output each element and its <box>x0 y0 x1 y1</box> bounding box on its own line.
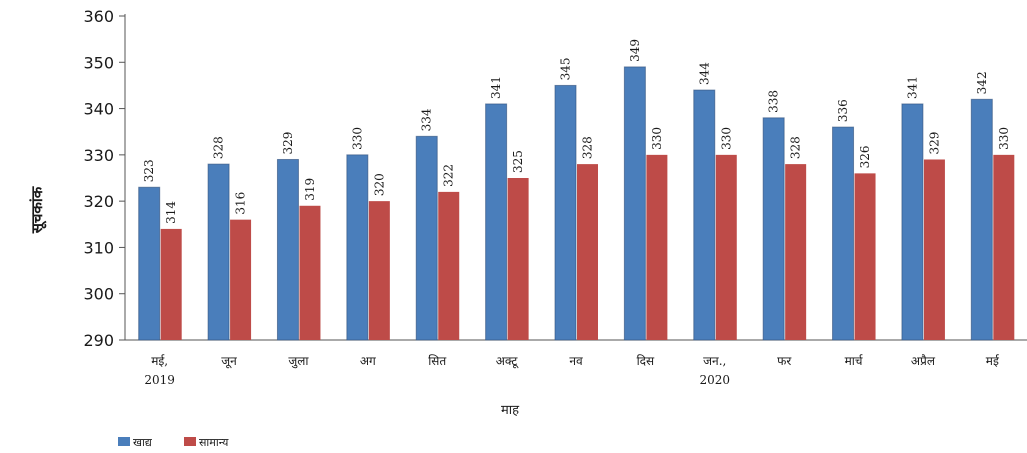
bar-value-label: 341 <box>489 76 503 99</box>
bar-general <box>438 191 460 340</box>
y-tick-label: 310 <box>83 238 114 257</box>
bar-value-label: 330 <box>350 127 364 150</box>
bar-food <box>207 163 230 341</box>
bar-value-label: 325 <box>511 150 525 173</box>
x-tick-label: 2020 <box>699 373 730 387</box>
bar-food <box>276 158 299 341</box>
x-axis-label: माह <box>501 403 520 418</box>
bar-value-label: 326 <box>858 145 872 168</box>
legend-swatch-general <box>184 437 196 446</box>
y-tick-label: 360 <box>83 7 114 26</box>
bar-value-label: 314 <box>164 201 178 224</box>
bar-value-label: 349 <box>628 39 642 62</box>
x-tick-label: फर <box>777 354 792 368</box>
bars <box>138 66 1015 341</box>
bar-value-label: 330 <box>650 127 664 150</box>
bar-value-label: 322 <box>442 164 456 187</box>
x-tick-label: दिस <box>637 354 655 368</box>
x-tick-label: नव <box>569 354 583 368</box>
bar-value-label: 320 <box>372 173 386 196</box>
bar-value-label: 329 <box>927 132 941 155</box>
bar-value-label: 328 <box>581 136 595 159</box>
y-tick-label: 350 <box>83 53 114 72</box>
bar-food <box>623 66 646 341</box>
bar-value-label: 330 <box>997 127 1011 150</box>
bar-general <box>646 154 668 340</box>
x-tick-label: सित <box>428 354 447 368</box>
bar-general <box>715 154 737 340</box>
x-tick-label: मई <box>986 354 1000 368</box>
bar-value-label: 345 <box>559 58 573 81</box>
bar-general <box>854 173 876 340</box>
bar-value-label: 329 <box>281 132 295 155</box>
bar-food <box>970 98 993 341</box>
bar-food <box>346 154 369 341</box>
bar-food <box>693 89 716 341</box>
bar-value-label: 342 <box>975 71 989 94</box>
bar-value-label: 334 <box>420 108 434 131</box>
x-tick-label: अप्रैल <box>911 354 936 368</box>
bar-general <box>993 154 1015 340</box>
ticks: 290 300 310 320 330 340 350 360 मई, 2019 जून जुला अग… <box>83 7 999 387</box>
bar-food <box>832 126 855 341</box>
x-tick-label: जून <box>221 354 237 369</box>
legend-label-general: सामान्य <box>199 436 229 449</box>
bar-general <box>368 201 390 340</box>
bar-general <box>160 228 182 340</box>
legend-swatch-food <box>118 437 130 446</box>
x-tick-label: 2019 <box>144 373 175 387</box>
bar-value-label: 328 <box>212 136 226 159</box>
bar-food <box>485 103 508 341</box>
x-tick-label: जुला <box>288 354 309 369</box>
bar-food <box>415 135 438 341</box>
bar-value-label: 341 <box>905 76 919 99</box>
x-tick-label: जन., <box>703 354 726 368</box>
legend: खाद्य सामान्य <box>118 436 229 449</box>
y-tick-label: 290 <box>83 331 114 350</box>
bar-food <box>138 186 161 341</box>
legend-label-food: खाद्य <box>133 436 153 449</box>
bar-food <box>554 84 577 341</box>
bar-general <box>230 219 252 340</box>
x-tick-label: मई, <box>151 354 168 368</box>
bar-general <box>299 205 321 340</box>
bar-value-label: 338 <box>767 90 781 113</box>
bar-general <box>507 178 529 340</box>
x-tick-label: मार्च <box>845 354 864 368</box>
bar-value-label: 319 <box>303 178 317 201</box>
x-tick-label: अक्टू <box>496 354 519 369</box>
y-axis-label: सूचकांक <box>28 185 47 234</box>
bar-value-label: 316 <box>234 192 248 215</box>
y-tick-label: 300 <box>83 285 114 304</box>
bar-value-label: 344 <box>697 62 711 85</box>
bar-value-label: 330 <box>719 127 733 150</box>
bar-general <box>923 159 945 340</box>
bar-general <box>785 164 807 340</box>
bar-general <box>577 164 598 340</box>
bar-value-label: 328 <box>789 136 803 159</box>
bar-value-label: 323 <box>142 159 156 182</box>
x-tick-label: अग <box>360 354 376 368</box>
y-tick-label: 320 <box>83 192 114 211</box>
y-tick-label: 340 <box>83 100 114 119</box>
y-tick-label: 330 <box>83 146 114 165</box>
bar-food <box>901 103 924 341</box>
bar-value-label: 336 <box>836 99 850 122</box>
bar-food <box>762 117 785 341</box>
data-labels: 323 314 328 316 329 319 330 320 334 322 341 325 345 3… <box>142 39 1011 224</box>
